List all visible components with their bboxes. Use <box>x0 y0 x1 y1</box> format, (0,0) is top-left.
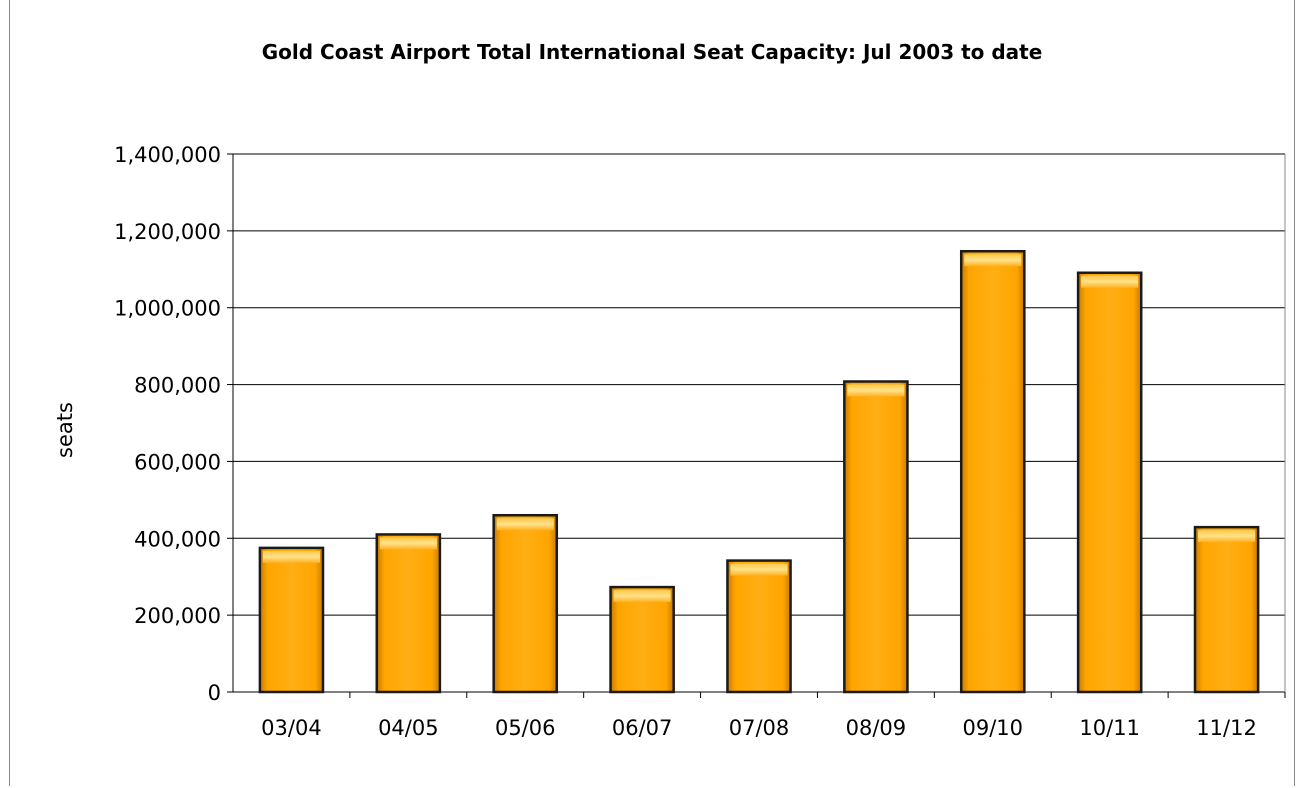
chart-frame <box>9 0 1295 786</box>
bar <box>375 533 442 694</box>
y-tick-label: 1,000,000 <box>114 297 221 321</box>
bar-highlight <box>964 254 1022 267</box>
x-tick-labels: 03/04 04/05 05/06 06/07 07/08 08/09 09/10 10/11… <box>261 716 1257 740</box>
y-tick-label: 200,000 <box>134 604 221 628</box>
bar <box>492 513 559 694</box>
x-tick-label: 04/05 <box>378 716 439 740</box>
x-tick-label: 05/06 <box>495 716 556 740</box>
bar-highlight <box>262 550 321 563</box>
y-tick-label: 800,000 <box>134 374 221 398</box>
bar <box>609 585 675 694</box>
bar <box>843 380 909 694</box>
y-tick-label: 1,400,000 <box>114 143 221 167</box>
bar-highlight <box>496 518 554 531</box>
x-tick-label: 08/09 <box>846 716 907 740</box>
y-tick-label: 1,200,000 <box>114 220 221 244</box>
chart-title: Gold Coast Airport Total International S… <box>261 40 1043 64</box>
y-tick-labels: 0 200,000 400,000 600,000 800,000 1,000,000 1,… <box>114 143 221 705</box>
x-tick-label: 10/11 <box>1079 716 1140 740</box>
x-tick-label: 09/10 <box>963 716 1024 740</box>
bar-10-11 <box>1076 271 1143 694</box>
bar-03-04 <box>258 546 325 694</box>
x-tick-label: 11/12 <box>1196 716 1257 740</box>
bar-highlight <box>730 563 788 576</box>
y-axis-label: seats <box>53 402 77 458</box>
x-tick-label: 06/07 <box>612 716 673 740</box>
y-tick-label: 400,000 <box>134 527 221 551</box>
y-tick-label: 600,000 <box>134 450 221 474</box>
x-tick-label: 03/04 <box>261 716 322 740</box>
bar-highlight <box>1081 275 1139 288</box>
x-tick-label: 07/08 <box>729 716 790 740</box>
bar <box>959 249 1026 694</box>
bar <box>258 546 325 694</box>
bar-highlight <box>613 590 671 603</box>
y-tick-label: 0 <box>208 681 221 705</box>
bar <box>1193 525 1260 694</box>
bar <box>726 559 792 694</box>
bar-06-07 <box>609 585 675 694</box>
bar-highlight <box>847 384 905 397</box>
bar-highlight <box>1197 530 1256 543</box>
bar-08-09 <box>843 380 909 694</box>
bar-09-10 <box>959 249 1026 694</box>
bar <box>1076 271 1143 694</box>
bar-07-08 <box>726 559 792 694</box>
bar-highlight <box>379 537 437 550</box>
bar-11-12 <box>1193 525 1260 694</box>
bar-04-05 <box>375 533 442 694</box>
bars <box>258 249 1260 694</box>
bar-05-06 <box>492 513 559 694</box>
